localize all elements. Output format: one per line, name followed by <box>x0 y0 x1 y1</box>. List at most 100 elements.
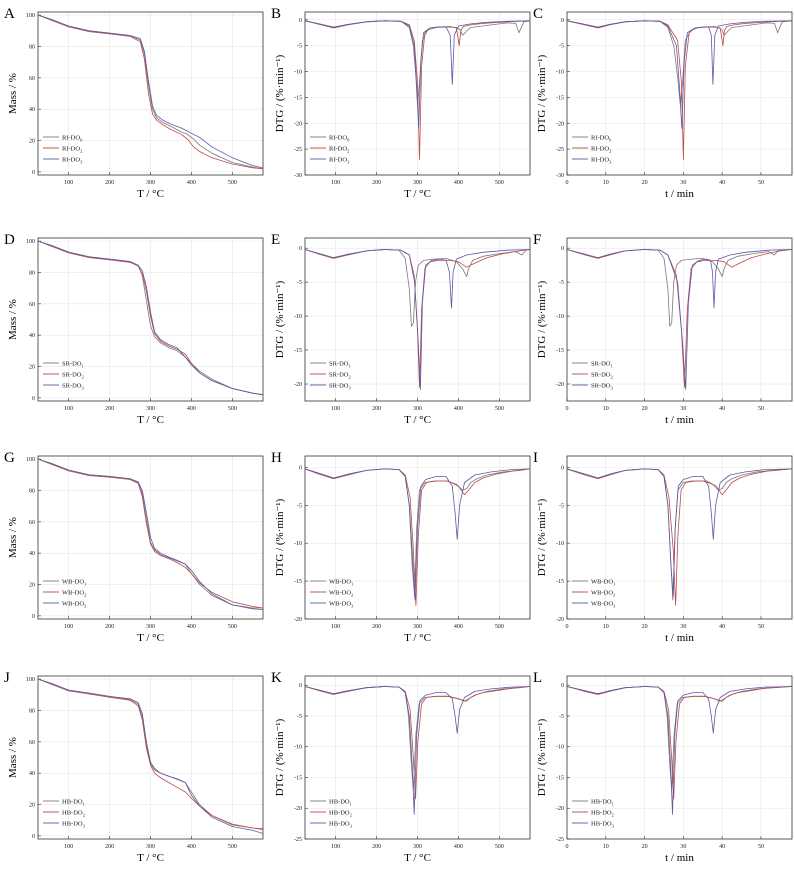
x-tick-label: 10 <box>603 180 609 186</box>
y-tick-label: 40 <box>29 333 35 339</box>
x-axis-label: T / °C <box>137 414 164 426</box>
y-axis-label: DTG / (%·min⁻¹) <box>536 498 548 576</box>
panel-letter: H <box>271 450 282 466</box>
y-tick-label: 0 <box>299 18 302 24</box>
x-tick-label: 20 <box>642 844 648 850</box>
y-tick-label: -5 <box>297 44 302 50</box>
x-tick-label: 500 <box>495 406 504 412</box>
panel-letter: E <box>271 232 280 248</box>
y-axis-label: Mass / % <box>7 517 19 558</box>
plot-frame <box>566 11 793 176</box>
x-axis-label: T / °C <box>404 632 431 644</box>
x-tick-label: 500 <box>228 180 237 186</box>
x-tick-label: 20 <box>642 406 648 412</box>
y-tick-label: 0 <box>32 834 35 840</box>
plot-frame <box>566 455 793 620</box>
y-tick-label: -25 <box>294 147 302 153</box>
y-tick-label: -10 <box>294 314 302 320</box>
legend-entry: RI-DO2 <box>329 146 349 154</box>
legend-entry: RI-DO3 <box>591 157 612 165</box>
y-tick-label: 20 <box>29 139 35 145</box>
series-line-3 <box>567 468 792 601</box>
y-tick-label: -20 <box>556 121 564 127</box>
legend-entry: HB-DO2 <box>329 810 352 818</box>
legend-entry: RI-DO3 <box>329 157 350 165</box>
legend-entry: RI-DO2 <box>62 146 82 154</box>
x-tick-label: 400 <box>187 844 196 850</box>
x-tick-label: 100 <box>64 844 73 850</box>
legend-entry: HB-DO2 <box>62 810 85 818</box>
y-tick-label: -20 <box>294 121 302 127</box>
x-tick-label: 50 <box>758 180 764 186</box>
legend-entry: SR-DO1 <box>329 361 351 369</box>
y-tick-label: -10 <box>556 70 564 76</box>
y-tick-label: -5 <box>559 280 564 286</box>
y-tick-label: 0 <box>299 246 302 252</box>
x-tick-label: 20 <box>642 180 648 186</box>
x-axis-label: T / °C <box>404 414 431 426</box>
y-tick-label: -15 <box>556 579 564 585</box>
x-tick-label: 50 <box>758 406 764 412</box>
series-line-2 <box>38 14 263 170</box>
series-line-3 <box>567 686 792 815</box>
panel-letter: G <box>4 450 15 466</box>
y-tick-label: 40 <box>29 771 35 777</box>
x-axis-label: T / °C <box>137 188 164 200</box>
legend-entry: HB-DO3 <box>591 821 615 829</box>
legend-entry: RI-DO0 <box>591 135 612 143</box>
legend-entry: SR-DO2 <box>62 372 84 380</box>
y-tick-label: -10 <box>556 314 564 320</box>
x-axis-label: T / °C <box>404 852 431 864</box>
y-tick-label: 20 <box>29 583 35 589</box>
y-tick-label: 0 <box>32 170 35 176</box>
y-tick-label: -20 <box>556 617 564 623</box>
x-tick-label: 400 <box>454 180 463 186</box>
panel-letter: C <box>533 6 543 22</box>
legend-entry: SR-DO3 <box>62 383 85 391</box>
y-tick-label: 80 <box>29 708 35 714</box>
x-tick-label: 30 <box>680 180 686 186</box>
legend-entry: WB-DO2 <box>62 590 86 598</box>
y-tick-label: 0 <box>561 683 564 689</box>
series-line-3 <box>38 678 263 834</box>
series-line-3 <box>38 240 263 396</box>
chart-panel-B: B 100 200 300 400 500 0 -5 -10 -15 -20 -25 -30 T / °C… <box>271 6 531 200</box>
x-tick-label: 100 <box>331 844 340 850</box>
y-tick-label: -10 <box>294 541 302 547</box>
plot-frame <box>566 675 793 840</box>
y-tick-label: 100 <box>26 239 35 245</box>
y-tick-label: 0 <box>32 614 35 620</box>
y-tick-label: 0 <box>561 465 564 471</box>
x-tick-label: 0 <box>566 844 569 850</box>
y-tick-label: 0 <box>32 396 35 402</box>
x-tick-label: 300 <box>413 406 422 412</box>
y-tick-label: 60 <box>29 76 35 82</box>
chart-panel-D: D 100 200 300 400 500 0 20 40 60 80 100 T / °C Mass /… <box>4 232 264 426</box>
x-tick-label: 500 <box>495 844 504 850</box>
legend-entry: HB-DO2 <box>591 810 614 818</box>
legend-entry: RI-DO0 <box>62 135 83 143</box>
y-tick-label: 0 <box>299 683 302 689</box>
legend-entry: HB-DO3 <box>329 821 353 829</box>
x-tick-label: 300 <box>413 624 422 630</box>
y-tick-label: 20 <box>29 365 35 371</box>
y-tick-label: -10 <box>294 70 302 76</box>
series-line-1 <box>567 686 792 791</box>
y-axis-label: DTG / (%·min⁻¹) <box>274 54 286 132</box>
series-line-3 <box>567 20 792 129</box>
y-tick-label: 40 <box>29 551 35 557</box>
legend-entry: SR-DO3 <box>329 383 352 391</box>
y-tick-label: -5 <box>297 280 302 286</box>
x-axis-label: T / °C <box>404 188 431 200</box>
y-tick-label: -15 <box>294 579 302 585</box>
x-axis-label: t / min <box>665 632 694 644</box>
x-axis-label: T / °C <box>137 852 164 864</box>
legend-entry: RI-DO2 <box>591 146 611 154</box>
panel-letter: J <box>4 670 10 686</box>
series-line-3 <box>567 249 792 390</box>
y-tick-label: 0 <box>299 465 302 471</box>
x-tick-label: 200 <box>105 180 114 186</box>
legend-entry: HB-DO3 <box>62 821 86 829</box>
panel-letter: B <box>271 6 281 22</box>
